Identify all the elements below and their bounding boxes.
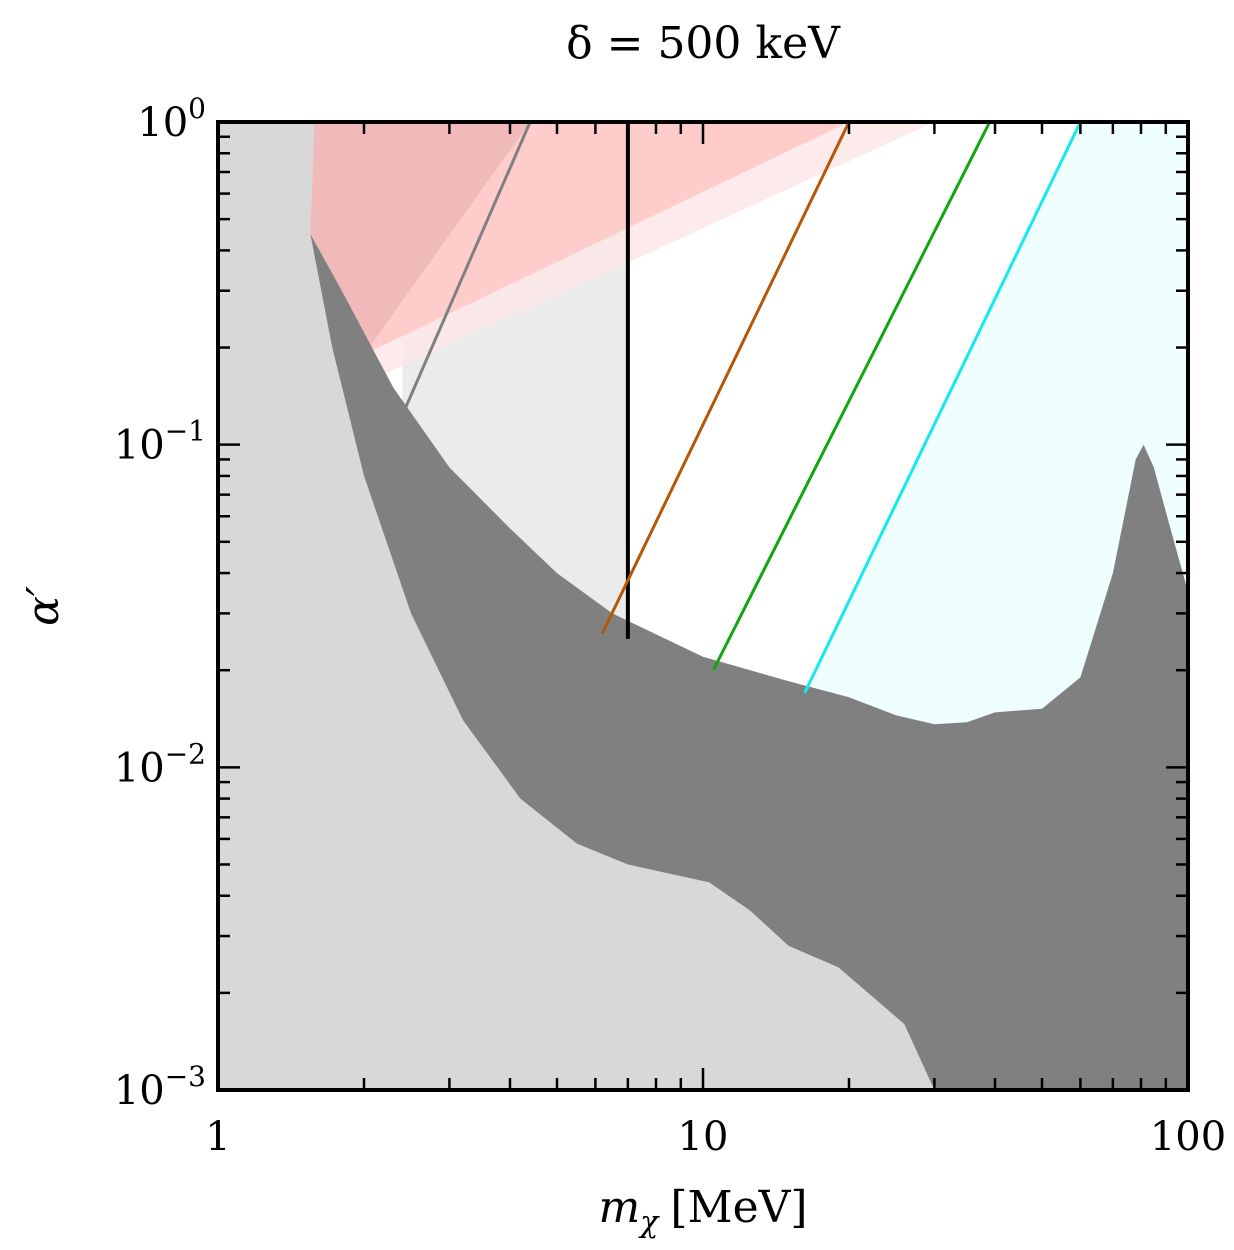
x-axis-label-sub: χ xyxy=(638,1205,660,1240)
plot-frame xyxy=(216,120,1190,1092)
x-tick-label: 1 xyxy=(205,1114,230,1160)
x-tick-label: 100 xyxy=(1150,1114,1226,1160)
tick-labels: 1 10 100 100 10−1 10−2 10−3 xyxy=(114,92,1226,1160)
x-axis-label: mχ [MeV] xyxy=(598,1182,807,1240)
series-line-3 xyxy=(711,122,992,671)
x-tick-label: 10 xyxy=(678,1114,729,1160)
series-line-0 xyxy=(396,122,532,426)
x-axis-label-main: m xyxy=(598,1182,640,1233)
excluded-region-dark-gray xyxy=(310,233,1188,1090)
excluded-region-red-dark xyxy=(310,122,531,355)
y-tick-label: 10−2 xyxy=(114,737,206,791)
series-line-2 xyxy=(600,122,851,635)
series-line-4 xyxy=(803,122,1082,694)
excluded-region-light-gray xyxy=(218,122,935,1090)
y-tick-label: 10−1 xyxy=(114,415,206,469)
y-tick-label: 10−3 xyxy=(114,1060,206,1114)
chart-title: δ = 500 keV xyxy=(566,18,841,69)
y-axis-label: α′ xyxy=(18,586,69,626)
excluded-region-pink-band xyxy=(364,122,935,379)
x-axis-label-unit: [MeV] xyxy=(670,1182,807,1233)
y-tick-label: 100 xyxy=(137,92,206,146)
excluded-region-cyan xyxy=(804,122,1188,725)
plot-area xyxy=(218,122,1188,1090)
